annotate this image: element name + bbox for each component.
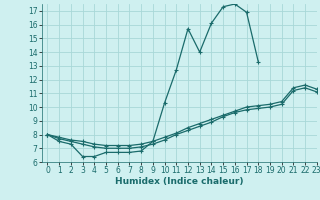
X-axis label: Humidex (Indice chaleur): Humidex (Indice chaleur): [115, 177, 244, 186]
